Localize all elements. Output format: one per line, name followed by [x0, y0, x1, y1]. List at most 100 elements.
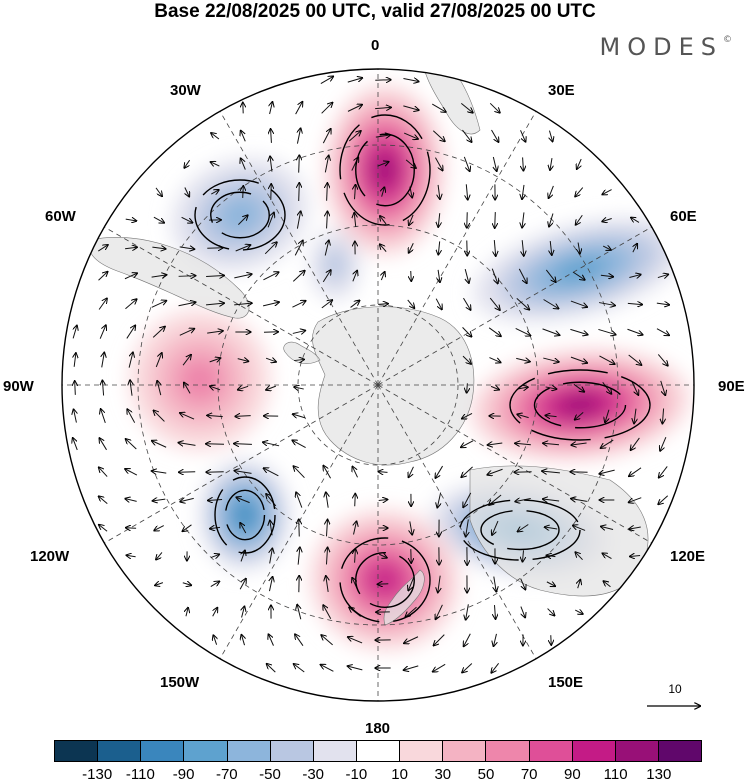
wind-vector — [209, 358, 221, 362]
wind-vector — [462, 327, 472, 336]
wind-vector — [494, 633, 497, 646]
wind-vector — [157, 381, 161, 396]
colorbar-swatch — [400, 741, 444, 761]
wind-vector — [487, 468, 503, 475]
wind-vector — [292, 331, 305, 334]
wind-vector — [179, 329, 194, 336]
wind-vector — [235, 245, 251, 252]
wind-vector — [658, 495, 669, 505]
wind-vector — [379, 554, 386, 558]
lon-label-30w: 30W — [170, 82, 201, 99]
wind-vector — [546, 582, 555, 586]
wind-vector — [515, 443, 531, 444]
wind-vector — [549, 185, 554, 198]
circulation-streamline — [533, 381, 627, 429]
wind-vector — [522, 550, 523, 561]
wind-vector — [73, 438, 78, 451]
wind-vector — [575, 552, 583, 561]
wind-vector — [293, 414, 306, 418]
wind-vector — [576, 214, 583, 224]
wind-vector — [542, 471, 560, 473]
wind-vector — [598, 328, 615, 334]
wind-vector — [241, 158, 246, 170]
wind-vector — [570, 328, 587, 334]
wind-vector — [241, 635, 244, 646]
wind-vector — [629, 527, 641, 529]
lon-label-90w: 90W — [3, 378, 34, 395]
colorbar-swatch — [184, 741, 228, 761]
wind-vector — [267, 213, 274, 228]
lon-label-30e: 30E — [548, 82, 575, 99]
vector-scale: 10 — [645, 682, 705, 696]
wind-vector — [578, 580, 581, 589]
wind-vector — [210, 581, 219, 587]
wind-vector — [179, 443, 196, 446]
wind-vector — [73, 326, 77, 339]
wind-vector — [599, 469, 615, 474]
wind-vector — [153, 499, 166, 501]
circulation-streamline — [210, 191, 270, 239]
wind-vector — [518, 268, 526, 283]
wind-vector — [602, 381, 612, 394]
colorbar-swatch — [55, 741, 99, 761]
wind-vector — [545, 527, 558, 529]
circulation-streamline — [480, 509, 560, 551]
wind-vector — [296, 492, 303, 508]
wind-vector — [348, 131, 360, 142]
wind-vector — [490, 386, 499, 389]
wind-vector — [434, 157, 442, 171]
wind-vector — [155, 353, 161, 368]
wind-vector — [326, 492, 328, 508]
wind-vector — [178, 276, 196, 277]
wind-vector — [601, 439, 614, 448]
wind-vector — [550, 241, 552, 255]
wind-vector — [211, 190, 218, 194]
wind-vector — [411, 270, 412, 281]
wind-vector — [495, 212, 496, 228]
wind-vector — [234, 471, 252, 474]
wind-vector — [515, 498, 531, 501]
wind-vector — [547, 608, 555, 616]
wind-vector — [269, 634, 274, 646]
wind-vector — [662, 408, 663, 424]
wind-vector — [517, 414, 529, 417]
wind-vector — [102, 381, 103, 396]
wind-vector — [348, 666, 363, 671]
colorbar-swatch — [443, 741, 487, 761]
wind-vector — [294, 664, 305, 673]
wind-vector — [294, 387, 304, 389]
wind-vector — [657, 274, 668, 277]
wind-vector — [403, 132, 418, 139]
wind-vector — [99, 438, 107, 451]
colorbar-tick-label: 10 — [391, 766, 408, 783]
circulation-streamline — [355, 552, 415, 609]
wind-vector — [152, 247, 165, 249]
wind-vector — [325, 241, 329, 256]
wind-vector — [403, 105, 418, 110]
lon-label-120e: 120E — [670, 548, 706, 565]
wind-vector — [325, 156, 328, 173]
wind-vector — [267, 664, 276, 673]
colorbar-tick-label: -50 — [259, 766, 281, 783]
wind-vector — [152, 471, 167, 473]
wind-vector — [151, 301, 166, 308]
wind-vector — [634, 408, 636, 424]
wind-vector — [270, 156, 272, 172]
wind-vector — [657, 354, 667, 365]
wind-vector — [489, 357, 500, 363]
wind-vector — [235, 416, 251, 417]
wind-vector — [629, 497, 642, 503]
wind-vector — [461, 466, 473, 477]
circulation-streamline — [224, 489, 266, 541]
wind-vector — [514, 472, 532, 473]
wind-vector — [403, 78, 418, 81]
colorbar-tick-label: 50 — [477, 766, 495, 783]
wind-vector — [462, 412, 473, 418]
wind-vector — [433, 663, 446, 671]
wind-vector — [545, 387, 557, 389]
wind-vector — [355, 549, 356, 563]
wind-vector — [352, 271, 357, 282]
wind-vector — [378, 304, 388, 305]
wind-vector — [321, 665, 334, 672]
